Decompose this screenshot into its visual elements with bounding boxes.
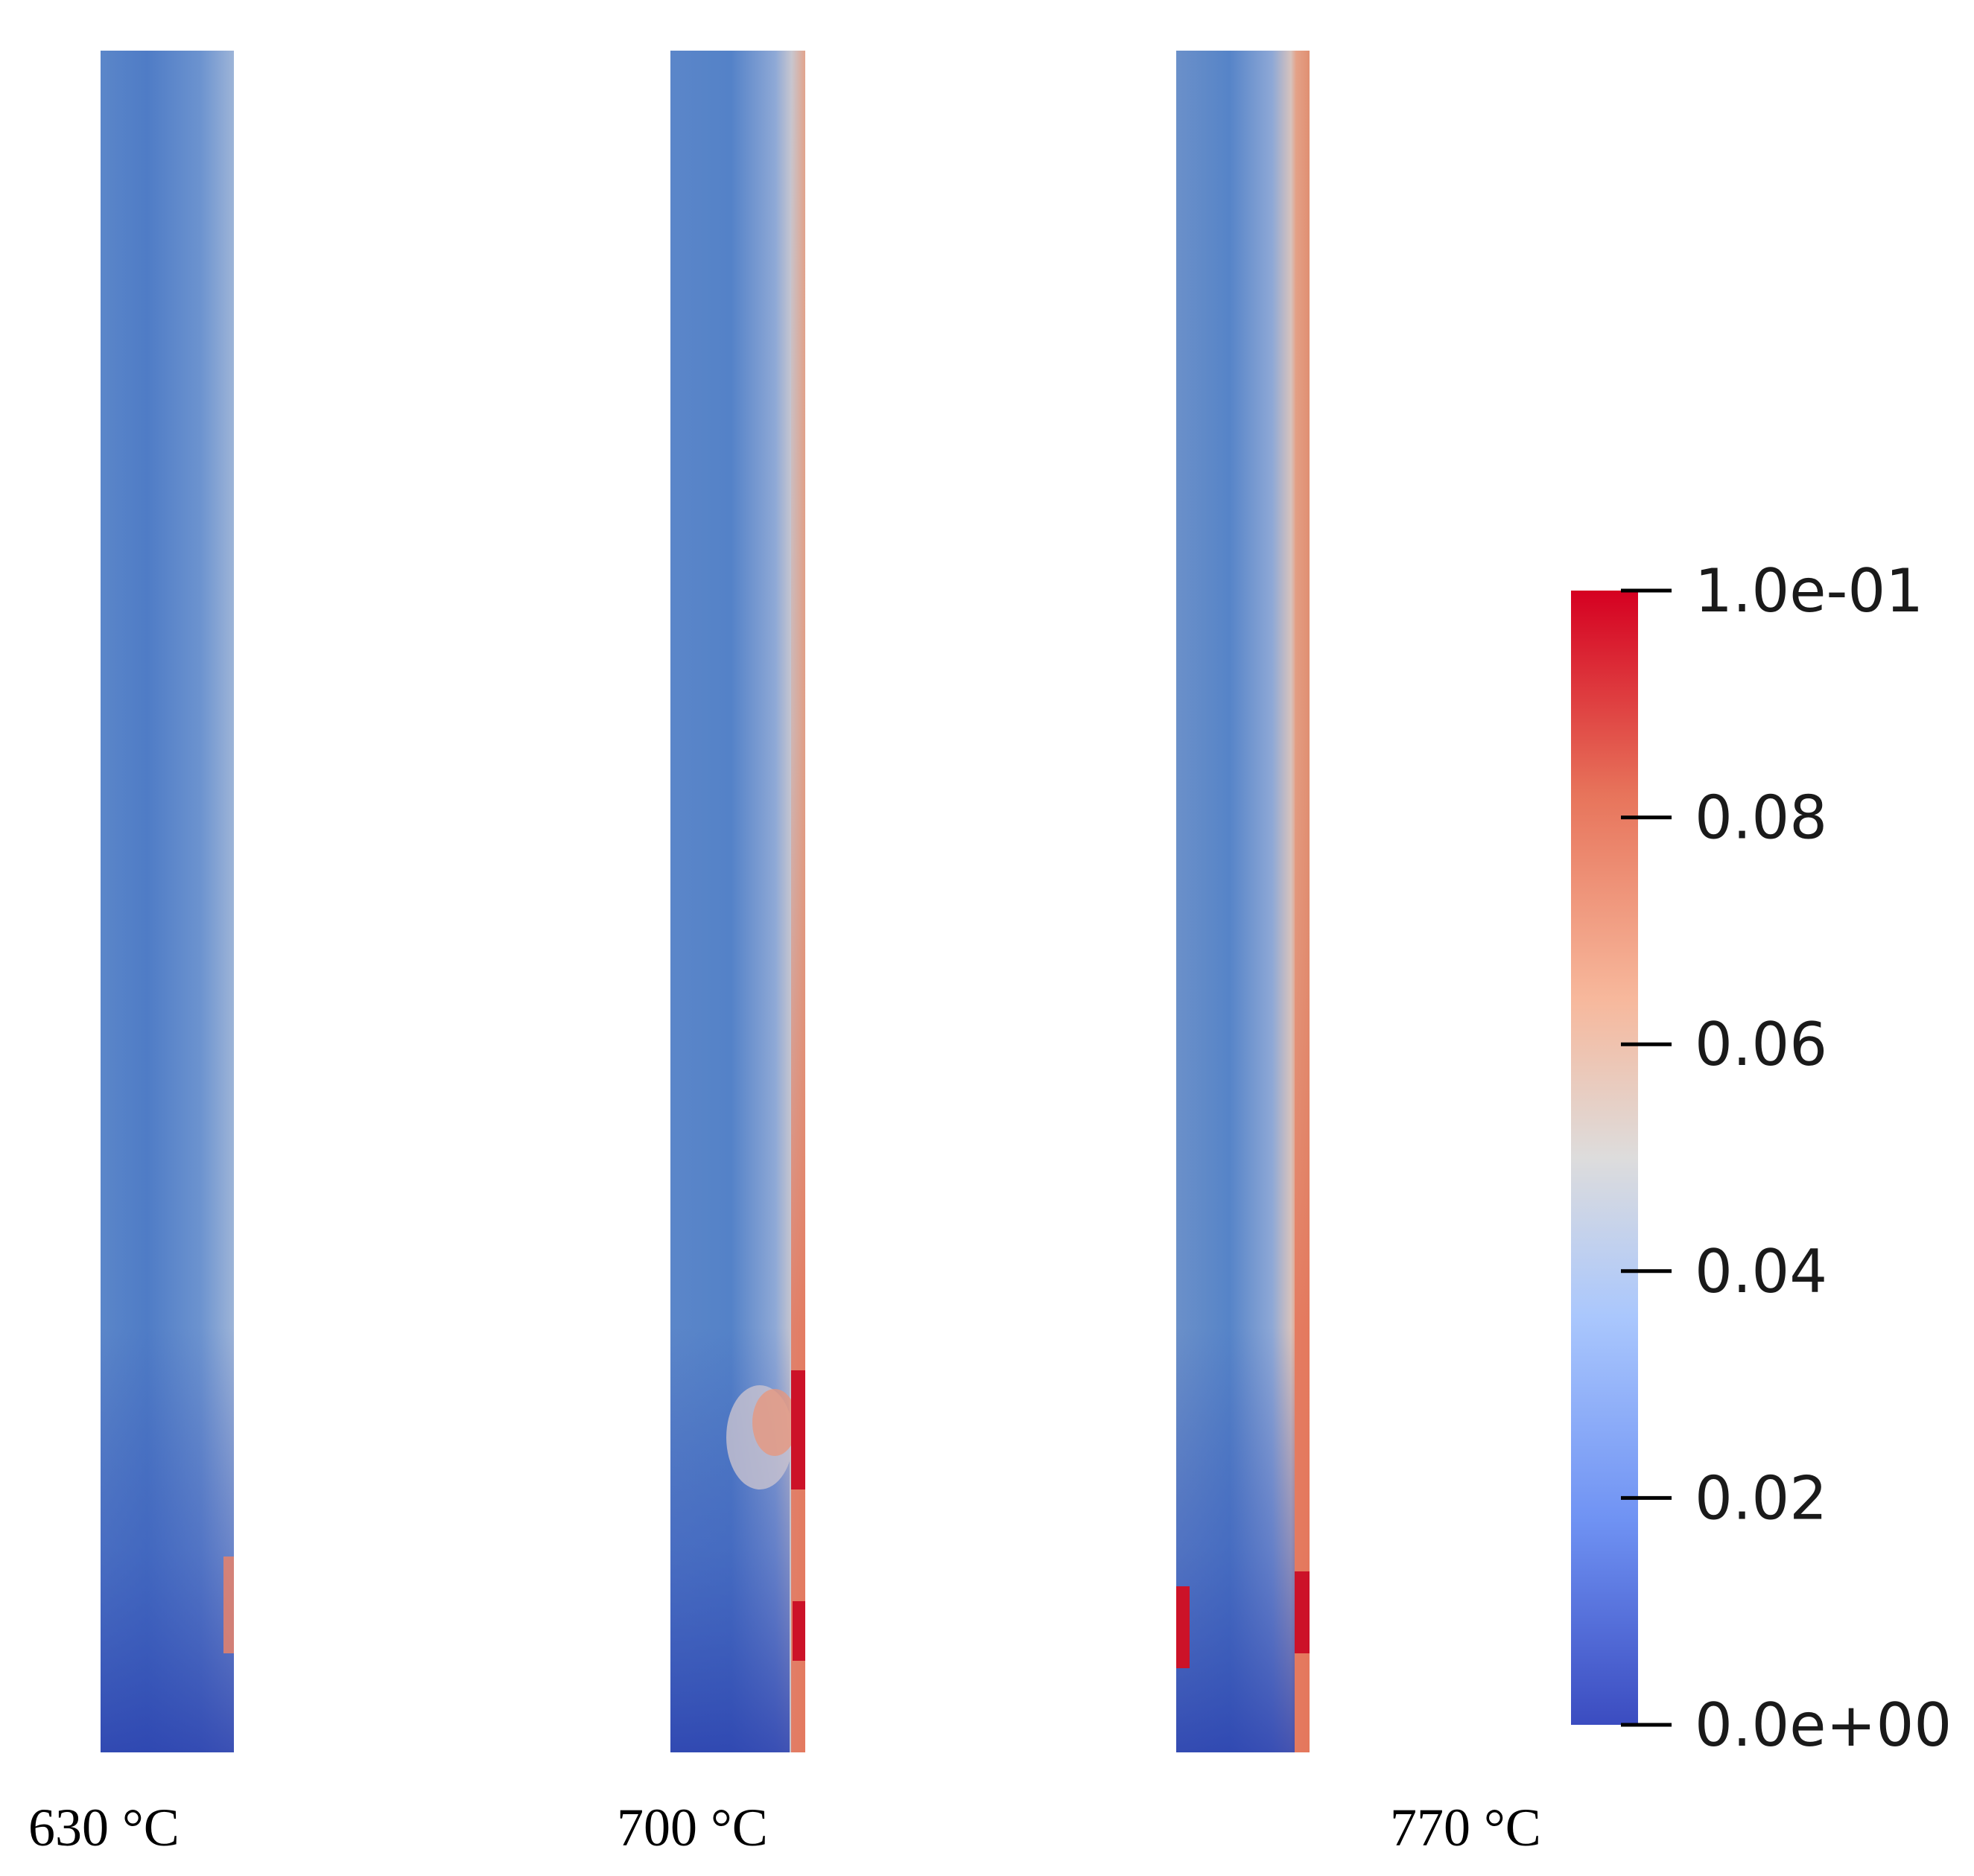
column-770-warm-edge — [1295, 51, 1310, 1752]
panel-label-770: 770 °C — [1390, 1798, 1541, 1857]
panel-700 — [670, 51, 805, 1752]
column-700-bottom-shade — [670, 51, 790, 1752]
colorbar-tick-label-2: 0.06 — [1695, 1010, 1827, 1079]
colorbar-tick-label-4: 0.02 — [1695, 1463, 1827, 1533]
panel-label-700: 700 °C — [617, 1798, 768, 1857]
panel-label-630: 630 °C — [28, 1798, 180, 1857]
colorbar-ticks: 1.0e-01 0.08 0.06 0.04 0.02 0.0e+00 — [1621, 556, 1952, 1760]
colorbar-tick-label-1: 0.08 — [1695, 783, 1827, 853]
hotspot-630 — [223, 1557, 234, 1653]
colorbar-tick-label-0: 1.0e-01 — [1695, 556, 1923, 626]
colorbar-gradient — [1571, 591, 1638, 1725]
colorbar: 1.0e-01 0.08 0.06 0.04 0.02 0.0e+00 — [1571, 556, 1952, 1760]
hotspot-700-lower — [793, 1601, 805, 1661]
column-770-bottom-shade — [1176, 51, 1295, 1752]
hotspot-700-upper — [791, 1370, 805, 1489]
hotspot-770-left — [1176, 1586, 1190, 1668]
panel-630 — [101, 51, 234, 1752]
hotspot-770-right — [1295, 1571, 1310, 1653]
colorbar-tick-label-5: 0.0e+00 — [1695, 1691, 1952, 1760]
colorbar-tick-label-3: 0.04 — [1695, 1237, 1827, 1306]
column-630-bottom-shade — [101, 51, 234, 1752]
plume-700-warm — [752, 1389, 797, 1456]
panel-770 — [1176, 51, 1310, 1752]
column-700-warm-edge — [791, 51, 805, 1752]
